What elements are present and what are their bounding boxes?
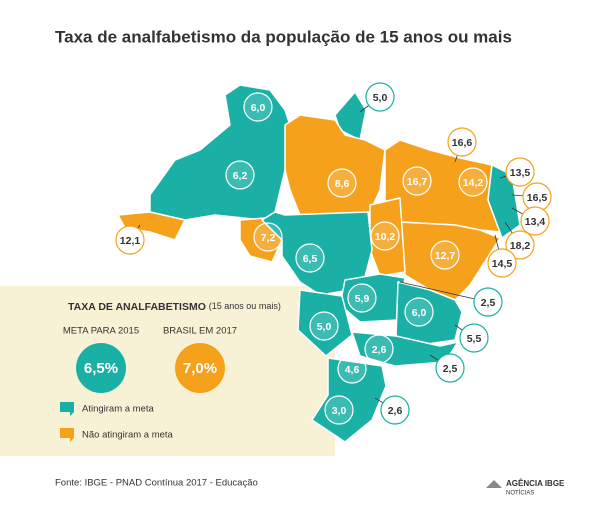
region-shape bbox=[284, 114, 386, 216]
region-value: 5,9 bbox=[355, 293, 370, 305]
value-badge bbox=[365, 82, 395, 112]
region-value: 13,5 bbox=[510, 167, 531, 179]
region-value: 16,7 bbox=[407, 176, 428, 188]
region-value: 5,5 bbox=[467, 333, 482, 345]
region-value: 2,5 bbox=[443, 363, 458, 375]
region-value: 14,2 bbox=[463, 177, 484, 189]
value-badge bbox=[458, 167, 488, 197]
region-shape bbox=[149, 84, 291, 221]
title: Taxa de analfabetismo da população de 15… bbox=[55, 27, 512, 46]
value-badge bbox=[364, 334, 394, 364]
legend-met: Atingiram a meta bbox=[82, 404, 155, 415]
leader-line bbox=[399, 281, 489, 303]
value-badge bbox=[430, 240, 460, 270]
legend-not-met: Não atingiram a meta bbox=[82, 430, 174, 441]
value-badge bbox=[435, 353, 465, 383]
legend-subtitle: (15 anos ou mais) bbox=[209, 301, 281, 311]
map bbox=[117, 84, 521, 443]
value-badge bbox=[327, 168, 357, 198]
value-badge bbox=[487, 248, 517, 278]
region-value: 10,2 bbox=[375, 231, 396, 243]
legend-swatch-not-met bbox=[60, 428, 74, 442]
value-badge bbox=[505, 157, 535, 187]
value-badge bbox=[459, 323, 489, 353]
region-value: 16,5 bbox=[527, 192, 548, 204]
value-badge bbox=[473, 287, 503, 317]
region-value: 7,2 bbox=[261, 232, 276, 244]
region-value: 2,5 bbox=[481, 297, 496, 309]
goal-circle bbox=[76, 343, 126, 393]
logo-icon bbox=[486, 480, 502, 488]
value-badge bbox=[243, 92, 273, 122]
region-value: 5,0 bbox=[317, 321, 332, 333]
value-badge bbox=[347, 283, 377, 313]
region-shape bbox=[351, 331, 459, 367]
region-value: 3,0 bbox=[332, 405, 347, 417]
value-badge bbox=[225, 160, 255, 190]
region-value: 12,7 bbox=[435, 250, 456, 262]
value-badge bbox=[520, 206, 550, 236]
value-badge bbox=[505, 230, 535, 260]
region-value: 8,6 bbox=[335, 178, 350, 190]
value-badge bbox=[404, 297, 434, 327]
value-badge bbox=[402, 166, 432, 196]
value-badge bbox=[370, 221, 400, 251]
value-badge bbox=[337, 354, 367, 384]
value-badge bbox=[115, 225, 145, 255]
region-value: 16,6 bbox=[452, 137, 473, 149]
logo: AGÊNCIA IBGE NOTÍCIAS bbox=[486, 479, 565, 497]
actual-value: 7,0% bbox=[183, 360, 217, 377]
region-value: 13,4 bbox=[525, 216, 546, 228]
region-value: 6,5 bbox=[303, 253, 318, 265]
legend-box bbox=[0, 286, 335, 456]
legend-title: TAXA DE ANALFABETISMO (15 anos ou mais) bbox=[68, 301, 281, 313]
value-badge bbox=[447, 127, 477, 157]
legend-title-main: TAXA DE ANALFABETISMO bbox=[68, 301, 206, 313]
region-shape bbox=[399, 221, 501, 301]
region-value: 5,0 bbox=[373, 92, 388, 104]
region-value: 6,0 bbox=[251, 102, 266, 114]
region-value: 6,2 bbox=[233, 170, 248, 182]
actual-circle bbox=[175, 343, 225, 393]
region-value: 2,6 bbox=[372, 344, 387, 356]
value-badge bbox=[324, 395, 354, 425]
region-value: 12,1 bbox=[120, 235, 141, 247]
logo-sub: NOTÍCIAS bbox=[506, 490, 534, 497]
region-shape bbox=[297, 289, 353, 357]
value-badge bbox=[380, 395, 410, 425]
goal-label: META PARA 2015 bbox=[63, 326, 139, 337]
value-badge bbox=[253, 222, 283, 252]
value-badge bbox=[309, 311, 339, 341]
region-value: 4,6 bbox=[345, 364, 360, 376]
footer-source: Fonte: IBGE - PNAD Contínua 2017 - Educa… bbox=[55, 478, 258, 489]
region-value: 2,6 bbox=[388, 405, 403, 417]
actual-label: BRASIL EM 2017 bbox=[163, 326, 237, 337]
goal-value: 6,5% bbox=[84, 360, 118, 377]
region-value: 18,2 bbox=[510, 240, 531, 252]
value-badge bbox=[295, 243, 325, 273]
region-value: 14,5 bbox=[492, 258, 513, 270]
region-value: 6,0 bbox=[412, 307, 427, 319]
logo-text: AGÊNCIA IBGE bbox=[506, 479, 565, 488]
legend-swatch-met bbox=[60, 402, 74, 416]
